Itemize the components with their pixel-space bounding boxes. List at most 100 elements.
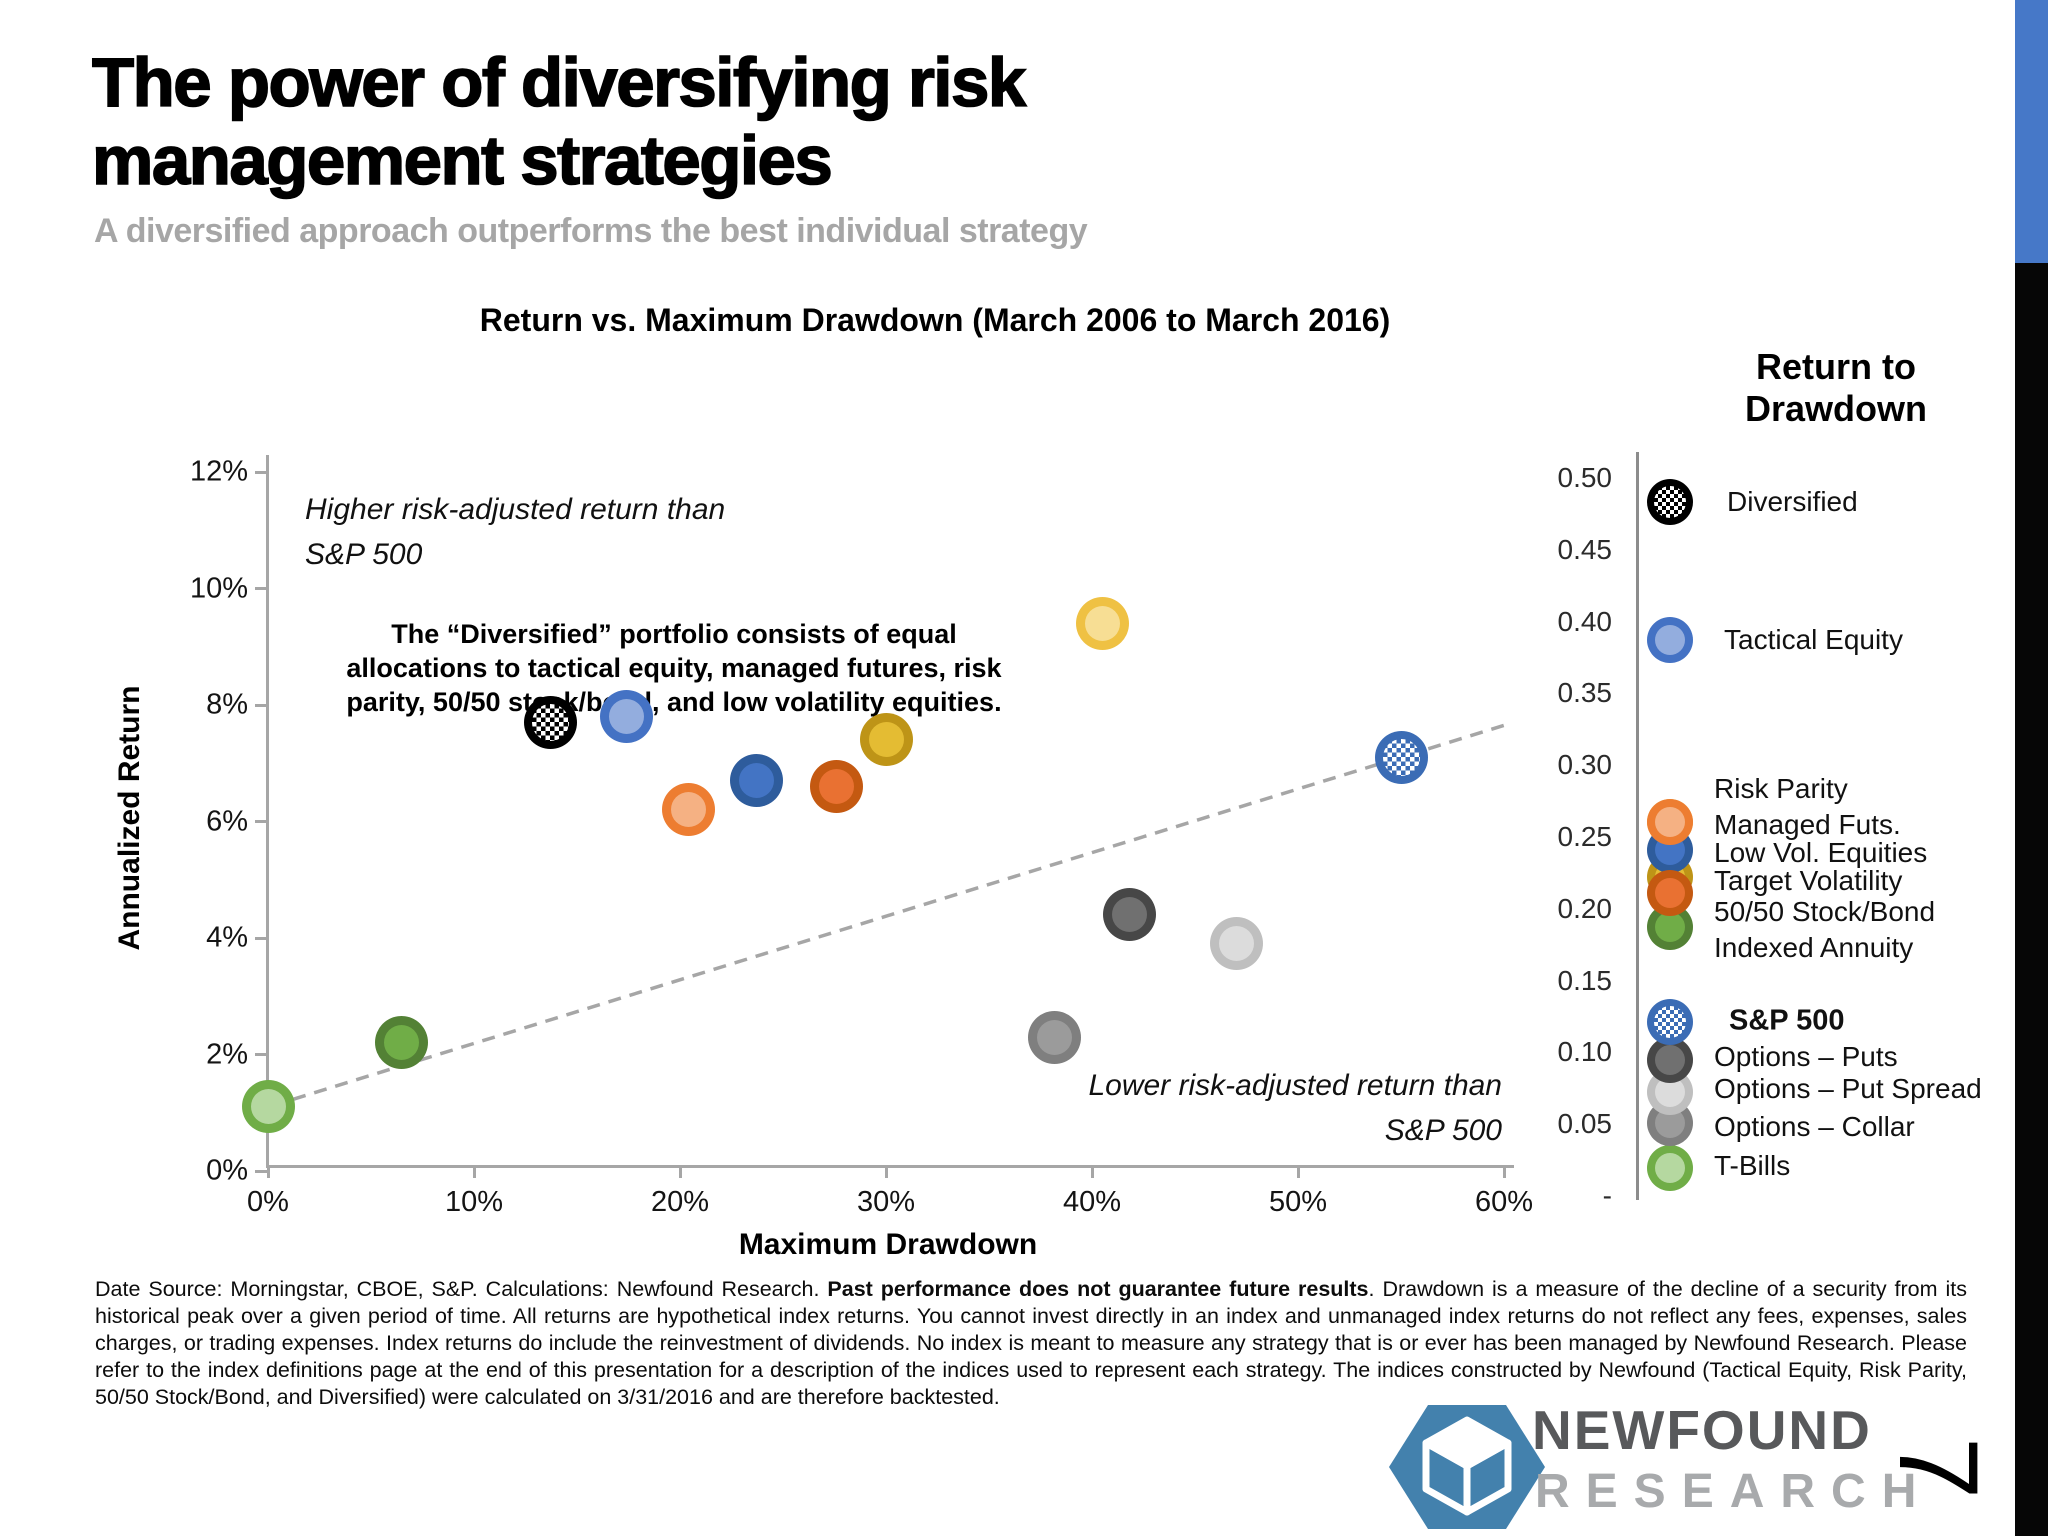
legend-swatch-center	[1655, 807, 1685, 837]
right-axis-tick-label: -	[1602, 1180, 1612, 1211]
y-tickmark	[255, 820, 268, 823]
page-number: 7	[1876, 1436, 2001, 1500]
y-tickmark	[255, 587, 268, 590]
right-axis-tick-label: 0.15	[1557, 964, 1613, 996]
data-point-options-put-spread	[1209, 917, 1263, 971]
x-tickmark	[1090, 1165, 1094, 1178]
legend-swatch-center	[1655, 1045, 1685, 1075]
x-tick-label: 10%	[444, 1186, 504, 1218]
annotation-note-line2: allocations to tactical equity, managed …	[346, 653, 1002, 683]
data-point-center	[1084, 605, 1120, 641]
logo-subname: RESEARCH	[1535, 1465, 1933, 1518]
right-axis-line	[1636, 452, 1639, 1200]
right-axis-tick-label: 0.40	[1557, 605, 1613, 637]
data-point-risk-parity	[1075, 596, 1129, 650]
data-point-s-p-500	[1374, 730, 1428, 784]
disclaimer-bold: Past performance does not guarantee futu…	[827, 1277, 1369, 1301]
legend-item-t-bills: T-Bills	[1714, 1150, 1791, 1181]
right-axis-tick-label: 0.05	[1557, 1108, 1613, 1140]
legend-swatch-s-p-500	[1647, 999, 1693, 1045]
legend-item-50-50-stock-bond: 50/50 Stock/Bond	[1714, 896, 1936, 927]
data-point-center	[531, 703, 569, 741]
right-axis-tick-label: 0.25	[1557, 821, 1613, 852]
y-axis-title: Annualized Return	[113, 685, 146, 951]
legend-swatch-managed-futs-	[1647, 799, 1693, 845]
legend-swatch-center	[1654, 1006, 1686, 1038]
legend-swatch-center	[1655, 625, 1685, 655]
legend-item-options-puts: Options – Puts	[1714, 1041, 1898, 1072]
annotation-note-line1: The “Diversified” portfolio consists of …	[391, 619, 957, 649]
disclaimer-part2: . Drawdown is a measure of the decline o…	[95, 1277, 1967, 1409]
y-tick-label: 12%	[189, 455, 248, 488]
y-tick-label: 6%	[206, 805, 248, 837]
data-point-managed-futs-	[661, 783, 715, 837]
annotation-higher-line1: Higher risk-adjusted return than	[305, 493, 726, 526]
data-point-center	[868, 722, 904, 758]
x-tick-label: 50%	[1268, 1186, 1328, 1218]
data-point-tactical-equity	[599, 690, 653, 744]
legend-item-options-collar: Options – Collar	[1714, 1111, 1915, 1142]
edge-bar-blue	[2015, 0, 2048, 263]
x-tickmark	[472, 1165, 476, 1178]
legend-swatch-center	[1655, 878, 1685, 908]
legend-swatch-center	[1655, 1153, 1685, 1183]
legend-item-risk-parity: Risk Parity	[1714, 773, 1848, 804]
data-point-target-volatility	[859, 713, 913, 767]
y-tick-label: 10%	[189, 572, 248, 604]
data-point-center	[819, 769, 855, 805]
legend-swatch-t-bills	[1647, 1145, 1693, 1191]
data-point-center	[608, 699, 644, 735]
legend-item-s-p-500: S&P 500	[1729, 1004, 1845, 1037]
legend-item-low-vol-equities: Low Vol. Equities	[1714, 837, 1928, 868]
chart-title: Return vs. Maximum Drawdown (March 2006 …	[479, 302, 1391, 338]
y-axis-line	[266, 455, 269, 1168]
x-tick-label: 20%	[650, 1186, 710, 1218]
x-tickmark	[1296, 1165, 1300, 1178]
data-point-center	[1037, 1019, 1073, 1055]
y-tickmark	[255, 936, 268, 940]
right-axis-tick-label: 0.30	[1557, 749, 1613, 781]
legend-item-target-volatility: Target Volatility	[1714, 865, 1903, 896]
annotation-higher: Higher risk-adjusted return than S&P 500	[305, 487, 725, 577]
legend-item-options-put-spread: Options – Put Spread	[1714, 1073, 1982, 1104]
x-axis-title: Maximum Drawdown	[738, 1228, 1038, 1261]
x-tick-label: 60%	[1474, 1186, 1534, 1218]
legend-item-indexed-annuity: Indexed Annuity	[1714, 932, 1914, 963]
data-point-50-50-stock-bond	[810, 760, 864, 814]
x-tickmark	[1502, 1165, 1506, 1178]
right-axis-tick-label: 0.50	[1557, 462, 1613, 493]
risk-adjusted-trendline	[271, 723, 1505, 1108]
y-tickmark	[255, 1169, 268, 1173]
legend-title: Return to Drawdown	[1700, 346, 1972, 430]
logo-name: NEWFOUND	[1532, 1399, 1872, 1461]
annotation-lower-line1: Lower risk-adjusted return than	[1088, 1069, 1502, 1102]
data-point-indexed-annuity	[375, 1016, 429, 1070]
y-tick-label: 4%	[206, 921, 248, 954]
data-point-low-vol-equities	[729, 754, 783, 808]
edge-bar-black	[2015, 263, 2048, 1536]
data-point-center	[1111, 897, 1147, 933]
data-point-options-collar	[1028, 1010, 1082, 1064]
right-axis-tick-label: 0.10	[1557, 1036, 1613, 1068]
data-point-center	[1382, 738, 1420, 776]
legend-swatch-center	[1655, 912, 1685, 942]
x-tick-label: 0%	[247, 1186, 289, 1218]
x-tick-label: 30%	[856, 1186, 916, 1218]
y-tickmark	[255, 703, 268, 707]
y-tick-label: 2%	[206, 1038, 248, 1070]
legend-swatch-diversified	[1647, 479, 1693, 525]
annotation-note-line3: parity, 50/50 stock/bond, and low volati…	[346, 687, 1002, 717]
data-point-center	[1218, 926, 1254, 962]
x-tickmark	[884, 1165, 888, 1178]
data-point-center	[738, 763, 774, 799]
disclaimer-part1: Date Source: Morningstar, CBOE, S&P. Cal…	[95, 1277, 828, 1301]
legend-item-diversified: Diversified	[1727, 486, 1858, 517]
legend-swatch-center	[1654, 486, 1686, 518]
newfound-logo-icon	[1389, 1405, 1545, 1529]
y-tick-label: 8%	[206, 688, 248, 721]
annotation-lower: Lower risk-adjusted return than S&P 500	[990, 1063, 1502, 1153]
x-axis-line	[266, 1165, 1514, 1168]
data-point-diversified	[523, 695, 577, 749]
y-tickmark	[255, 1053, 268, 1056]
data-point-center	[384, 1025, 420, 1061]
